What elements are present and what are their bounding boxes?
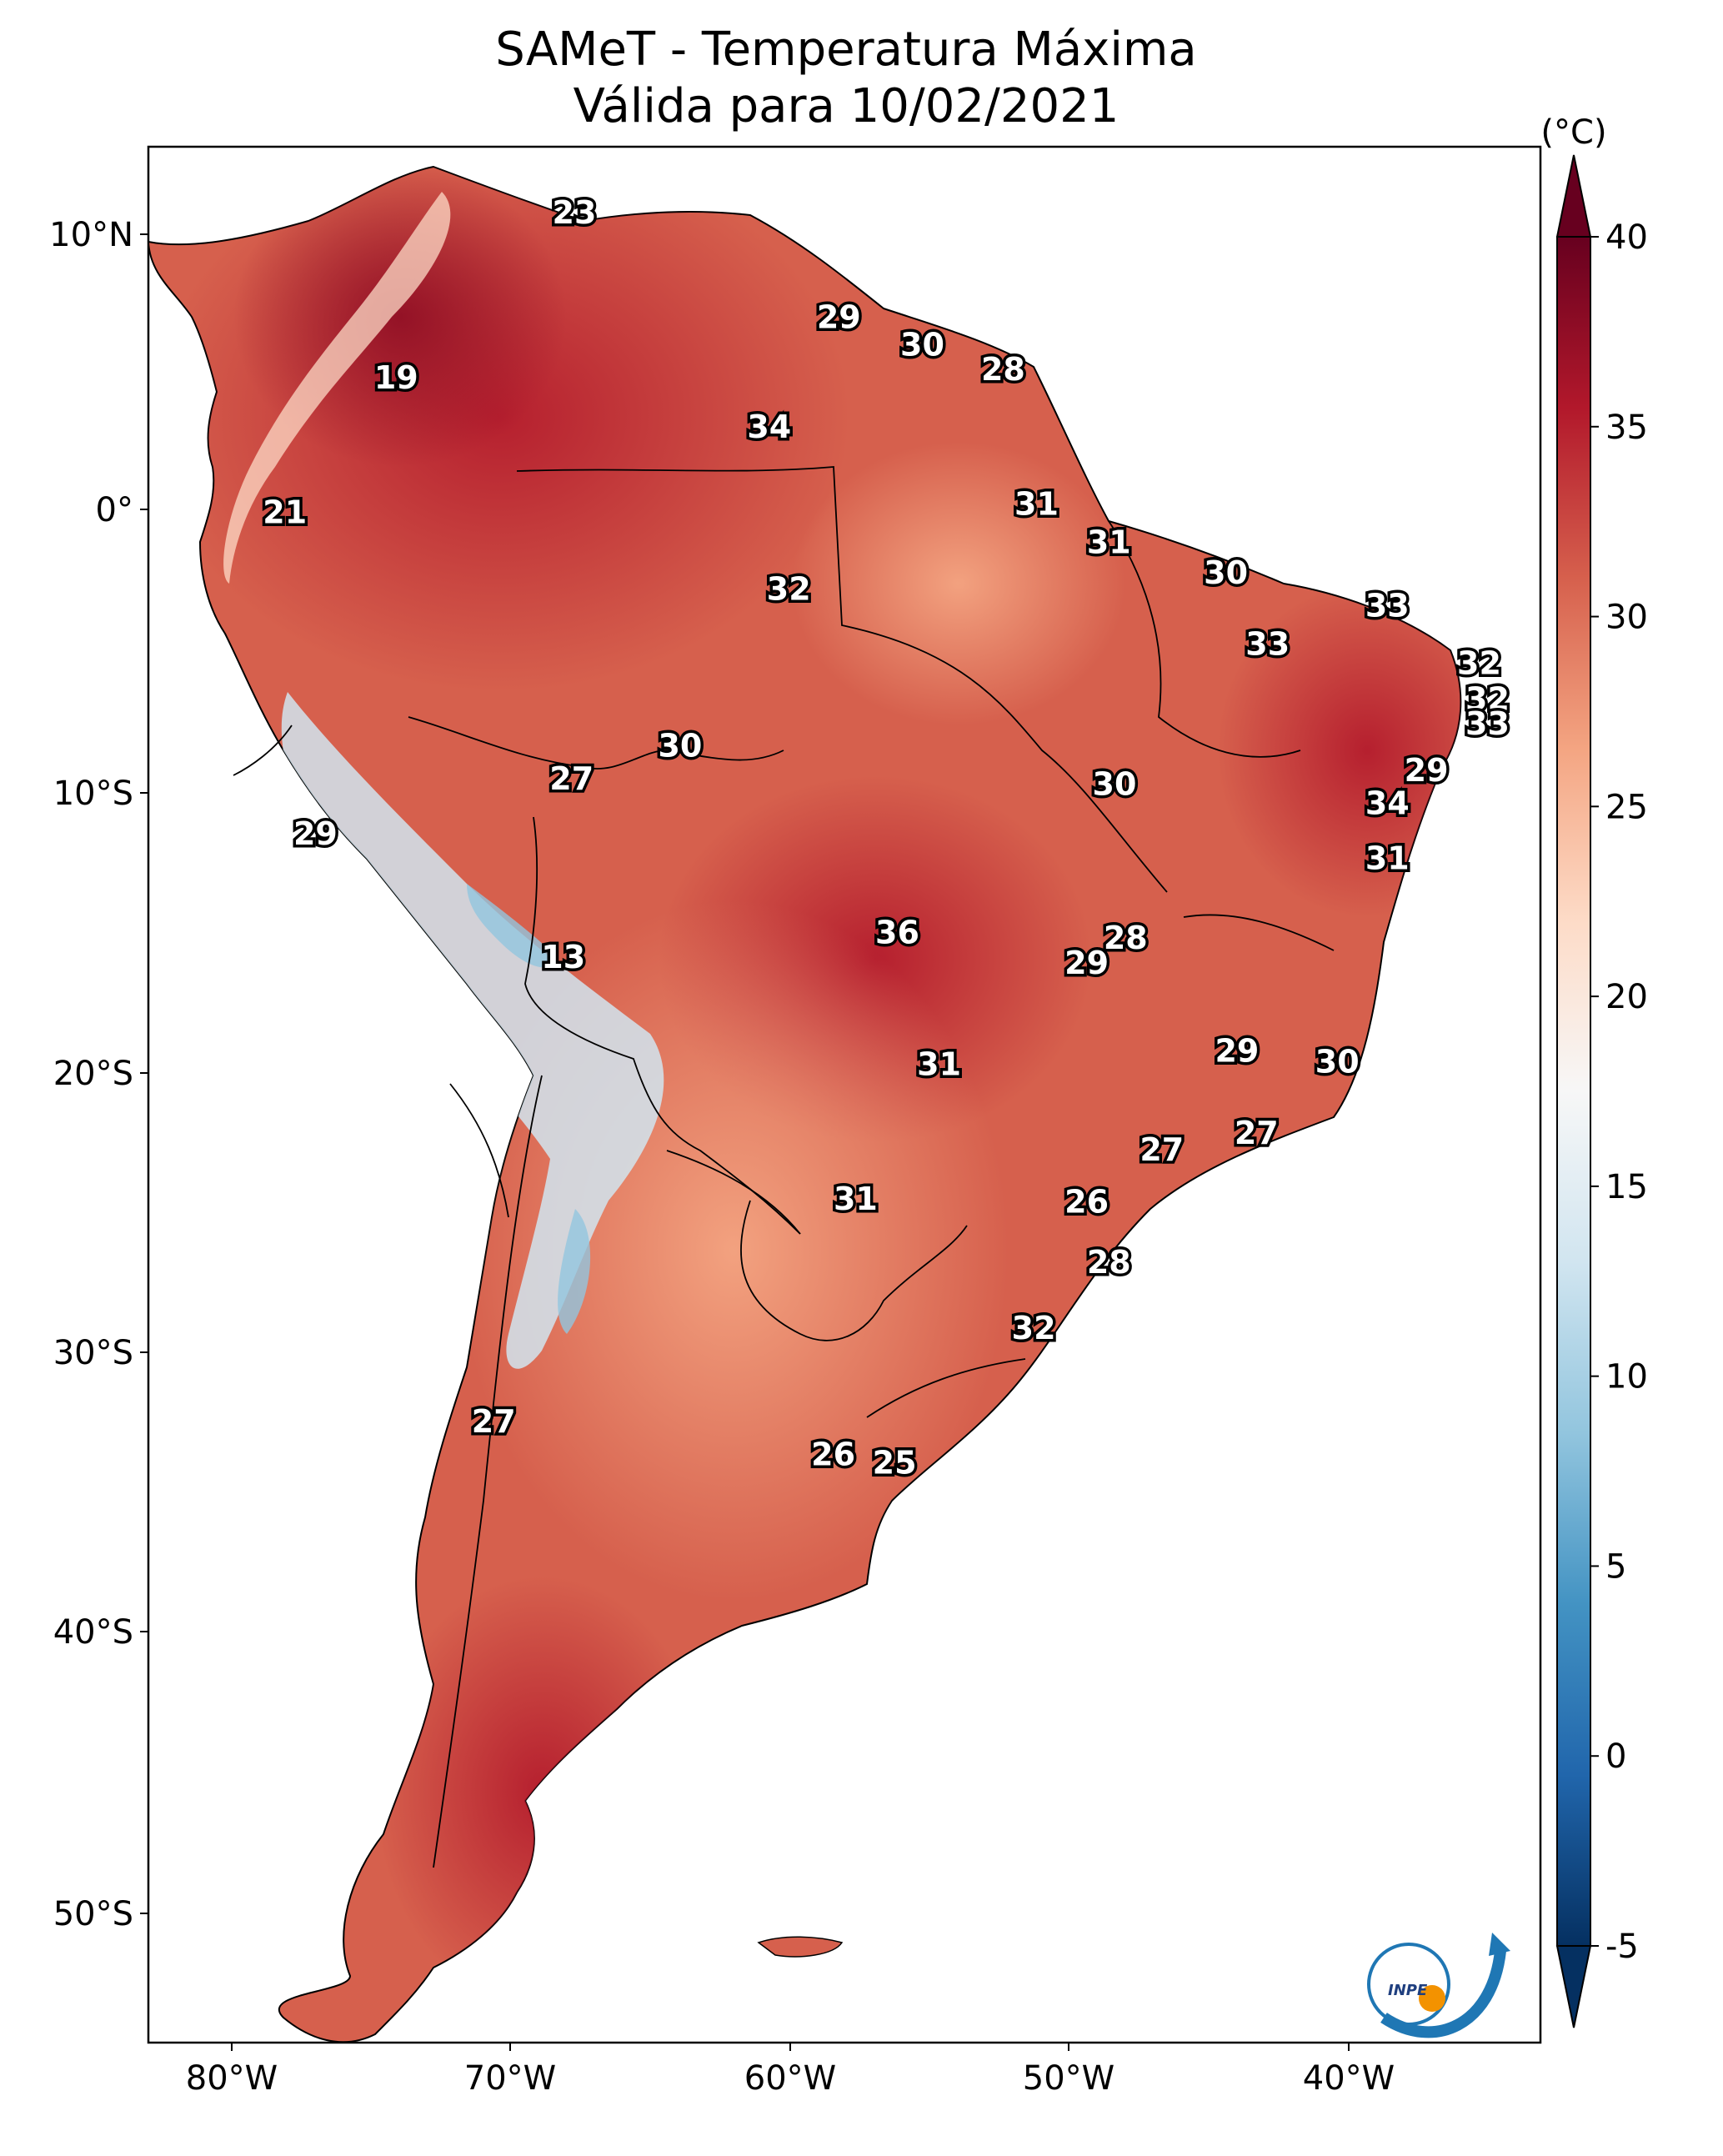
station-label: 21 — [263, 494, 307, 530]
station-label: 30 — [658, 728, 702, 765]
station-label: 32 — [767, 571, 811, 608]
station-label: 23 — [553, 194, 597, 231]
station-label: 30 — [1093, 766, 1137, 803]
lon-axis: 80°W 70°W 60°W 50°W 40°W — [186, 2043, 1395, 2098]
station-label: 28 — [981, 351, 1025, 388]
colorbar-extend-min — [1555, 1945, 1592, 2028]
colorbar-tick-label: 40 — [1605, 218, 1648, 257]
colorbar-tick-label: 5 — [1605, 1547, 1626, 1586]
station-label: 34 — [747, 409, 791, 445]
colorbar-tick-label: 10 — [1605, 1358, 1648, 1396]
station-label: 29 — [1215, 1032, 1259, 1069]
station-label: 31 — [1087, 524, 1131, 561]
station-label: 27 — [472, 1403, 516, 1440]
colombia-andes-cool — [223, 192, 451, 584]
lat-label-50s: 50°S — [53, 1895, 133, 1933]
map-title: SAMeT - Temperatura Máxima — [495, 23, 1197, 77]
colorbar-tick-label: 15 — [1605, 1168, 1648, 1206]
colorbar-tick-label: -5 — [1605, 1928, 1639, 1966]
colorbar-tick-label: 30 — [1605, 599, 1648, 637]
colorbar-body — [1556, 236, 1591, 1947]
lon-label-60w: 60°W — [744, 2059, 836, 2098]
station-label: 29 — [817, 298, 861, 335]
lon-label-70w: 70°W — [464, 2059, 556, 2098]
colorbar-tick-label: 20 — [1605, 978, 1648, 1016]
station-label: 33 — [1465, 705, 1510, 742]
colorbar: (°C) 40 35 30 25 20 15 10 5 0 -5 — [1540, 113, 1648, 2028]
station-label: 27 — [1235, 1115, 1279, 1151]
station-label: 30 — [1315, 1044, 1360, 1081]
andes-coldest-band — [467, 884, 591, 1334]
station-label: 25 — [873, 1445, 917, 1482]
station-label: 32 — [1465, 680, 1510, 717]
lat-label-30s: 30°S — [53, 1334, 133, 1372]
station-label: 28 — [1087, 1244, 1131, 1281]
lat-label-10n: 10°N — [49, 216, 133, 254]
station-label: 28 — [1104, 920, 1148, 956]
lat-label-40s: 40°S — [53, 1613, 133, 1652]
station-label: 19 — [374, 359, 418, 396]
inpe-logo-text: INPE — [1388, 1982, 1428, 1999]
lat-axis: 10°N 0° 10°S 20°S 30°S 40°S 50°S — [49, 216, 148, 1933]
colorbar-unit: (°C) — [1540, 113, 1606, 152]
station-label: 30 — [1204, 554, 1248, 591]
station-label: 26 — [811, 1436, 855, 1473]
station-label: 27 — [549, 760, 594, 797]
lat-label-10s: 10°S — [53, 775, 133, 813]
station-label: 33 — [1245, 626, 1290, 663]
colorbar-tick-label: 25 — [1605, 788, 1648, 826]
inpe-logo: INPE — [1367, 1933, 1510, 2038]
station-label: 31 — [917, 1046, 961, 1083]
station-label: 36 — [875, 915, 919, 951]
station-label: 32 — [1457, 645, 1501, 682]
country-borders — [233, 466, 1335, 1868]
colorbar-tick-label: 35 — [1605, 409, 1648, 447]
station-label: 27 — [1139, 1131, 1184, 1168]
lon-label-50w: 50°W — [1023, 2059, 1114, 2098]
station-label: 29 — [293, 815, 338, 852]
station-label: 30 — [900, 326, 944, 363]
station-label: 31 — [1365, 840, 1410, 877]
station-label: 32 — [1012, 1310, 1056, 1346]
colorbar-tick-label: 0 — [1605, 1737, 1626, 1776]
station-label: 29 — [1405, 752, 1449, 789]
station-label: 26 — [1064, 1184, 1109, 1221]
station-label: 33 — [1365, 587, 1410, 624]
station-label: 31 — [834, 1181, 878, 1217]
lon-label-80w: 80°W — [186, 2059, 278, 2098]
colorbar-extend-max — [1555, 154, 1592, 238]
station-label: 31 — [1014, 485, 1059, 522]
station-label: 34 — [1365, 785, 1410, 822]
lon-label-40w: 40°W — [1303, 2059, 1395, 2098]
lat-label-0: 0° — [96, 491, 133, 529]
falkland-islands — [757, 1936, 844, 1958]
station-label: 13 — [541, 939, 585, 975]
station-label: 29 — [1064, 945, 1109, 981]
lat-label-20s: 20°S — [53, 1055, 133, 1093]
map-subtitle: Válida para 10/02/2021 — [573, 79, 1119, 133]
